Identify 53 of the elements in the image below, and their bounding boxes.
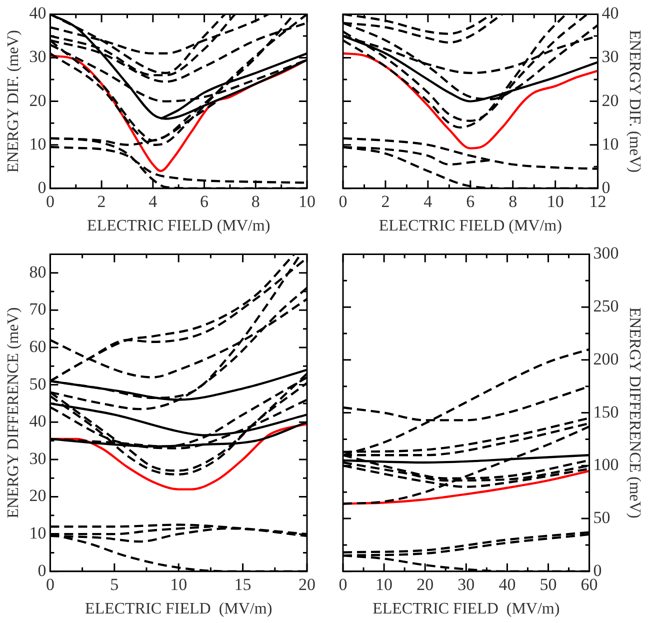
x-axis-title: ELECTRIC FIELD (MV/m) xyxy=(85,600,272,618)
y2-tick-label: 100 xyxy=(593,455,619,474)
y-tick-label: 0 xyxy=(38,178,46,197)
x-tick-label: 20 xyxy=(416,575,434,594)
y2-tick-label: 20 xyxy=(602,90,619,110)
x-tick-label: 8 xyxy=(251,192,260,212)
x-tick-label: 2 xyxy=(97,192,106,212)
y-tick-label: 40 xyxy=(29,4,46,23)
x-axis-title: ELECTRIC FIELD (MV/m) xyxy=(87,218,270,235)
x-tick-label: 10 xyxy=(170,575,188,594)
y2-axis-title: ENERGY DIFFERENCE (meV) xyxy=(626,307,644,518)
x-tick-label: 40 xyxy=(498,575,516,594)
x-tick-label: 15 xyxy=(234,575,252,594)
x-tick-label: 30 xyxy=(458,575,475,594)
y-tick-label: 80 xyxy=(29,262,46,282)
x-tick-label: 5 xyxy=(110,575,119,594)
x-tick-label: 20 xyxy=(298,575,316,594)
y2-tick-label: 200 xyxy=(593,349,619,368)
y-axis-title: ENERGY DIFFERENCE (meV) xyxy=(4,307,22,518)
y2-tick-label: 300 xyxy=(593,244,619,263)
y2-tick-label: 10 xyxy=(602,134,619,154)
x-tick-label: 8 xyxy=(508,192,518,212)
x-tick-label: 0 xyxy=(338,192,348,212)
x-tick-label: 4 xyxy=(148,192,158,212)
y-tick-label: 0 xyxy=(38,560,46,580)
y-tick-label: 70 xyxy=(29,300,46,319)
y-tick-label: 40 xyxy=(29,412,46,431)
x-tick-label: 4 xyxy=(424,192,433,212)
y-tick-label: 50 xyxy=(29,374,46,394)
y2-axis-title: ENERGY DIF. (meV) xyxy=(626,30,644,173)
x-axis-title: ELECTRIC FIELD (MV/m) xyxy=(378,218,562,235)
y-tick-label: 60 xyxy=(29,336,46,356)
y2-tick-label: 150 xyxy=(593,402,619,422)
y2-tick-label: 40 xyxy=(602,4,619,23)
x-tick-label: 10 xyxy=(376,575,393,594)
y-tick-label: 30 xyxy=(29,448,46,468)
x-tick-label: 50 xyxy=(540,575,557,594)
y2-tick-label: 30 xyxy=(602,47,619,66)
x-axis-title: ELECTRIC FIELD (MV/m) xyxy=(372,600,560,618)
x-tick-label: 10 xyxy=(546,192,564,212)
y-axis-title: ENERGY DIF. (meV) xyxy=(4,30,22,173)
y-tick-label: 30 xyxy=(29,47,46,66)
y2-tick-label: 50 xyxy=(593,508,610,527)
x-tick-label: 6 xyxy=(200,192,209,212)
y-tick-label: 20 xyxy=(29,486,46,506)
x-tick-label: 2 xyxy=(381,192,390,212)
y-tick-label: 10 xyxy=(29,524,46,543)
x-tick-label: 0 xyxy=(338,575,348,594)
x-tick-label: 6 xyxy=(466,192,475,212)
y-tick-label: 10 xyxy=(29,134,46,154)
y2-tick-label: 250 xyxy=(593,296,619,316)
y-tick-label: 20 xyxy=(29,90,46,110)
x-tick-label: 10 xyxy=(298,192,316,212)
